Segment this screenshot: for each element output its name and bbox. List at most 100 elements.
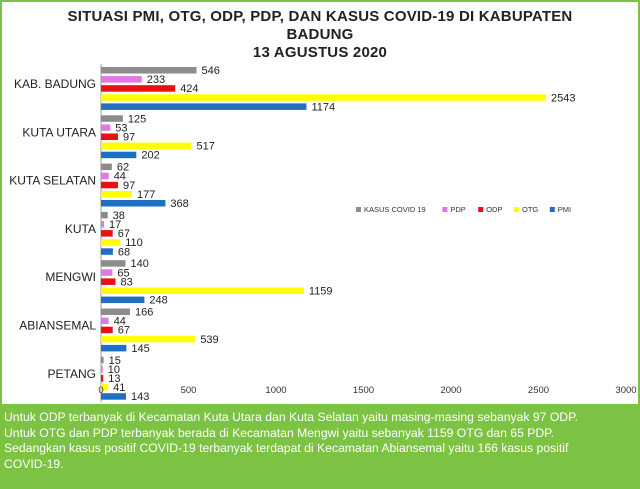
bar-value-label: 97	[123, 132, 135, 144]
bar	[101, 151, 137, 159]
bar	[101, 181, 118, 189]
category-label: KUTA SELATAN	[9, 174, 96, 188]
bar	[101, 76, 142, 83]
bar-value-label: 17	[109, 219, 121, 231]
bar-value-label: 145	[131, 343, 149, 355]
bar-value-label: 177	[137, 189, 155, 201]
legend-swatch	[549, 207, 555, 212]
bar	[101, 269, 113, 276]
category-label: ABIANSEMAL	[19, 319, 96, 333]
caption-line: Untuk ODP terbanyak di Kecamatan Kuta Ut…	[4, 410, 579, 424]
x-tick-label: 2500	[528, 385, 549, 396]
legend-label: PMI	[558, 205, 571, 214]
bar	[101, 308, 131, 315]
x-tick-label: 1000	[265, 385, 286, 396]
bar	[101, 278, 116, 285]
chart-panel: SITUASI PMI, OTG, ODP, PDP, DAN KASUS CO…	[2, 2, 638, 404]
bar-value-label: 44	[114, 316, 126, 328]
bar	[101, 163, 112, 171]
legend-swatch	[442, 207, 448, 212]
bar	[101, 365, 103, 373]
bar-chart: KAB. BADUNG 546 233 424 2543 1174 KUTA UTARA 12…	[9, 64, 637, 403]
bar	[101, 248, 113, 255]
bar	[101, 375, 104, 382]
bar-value-label: 140	[131, 258, 149, 270]
bar	[101, 356, 104, 364]
bar-value-label: 125	[128, 113, 146, 125]
bar-value-label: 65	[117, 267, 129, 279]
category-label: KUTA UTARA	[22, 125, 96, 139]
bar	[101, 67, 197, 74]
bar-value-label: 202	[141, 150, 159, 162]
bar	[101, 133, 118, 140]
bar	[101, 384, 109, 391]
bar-value-label: 166	[135, 307, 153, 319]
chart-title-line-1: SITUASI PMI, OTG, ODP, PDP, DAN KASUS CO…	[67, 8, 573, 25]
bar-value-label: 424	[180, 83, 198, 95]
bar	[101, 124, 111, 131]
bar	[101, 287, 304, 294]
bar-value-label: 97	[123, 180, 135, 192]
bar-value-label: 53	[115, 122, 127, 134]
bar-value-label: 368	[170, 198, 188, 210]
caption: Untuk ODP terbanyak di Kecamatan Kuta Ut…	[4, 410, 638, 472]
bar-value-label: 62	[117, 162, 129, 174]
bar	[101, 211, 108, 219]
bar-value-label: 67	[118, 228, 130, 240]
x-tick-label: 3000	[615, 385, 636, 396]
category-label: KUTA	[65, 222, 96, 236]
caption-line: COVID-19.	[4, 456, 64, 471]
bar-value-label: 67	[118, 325, 130, 337]
legend-label: ODP	[486, 205, 502, 214]
bar	[101, 221, 104, 228]
bar-value-label: 1174	[311, 101, 335, 113]
chart-title-line-2: BADUNG	[286, 26, 354, 43]
category-label: PETANG	[48, 367, 96, 381]
x-tick-label: 1500	[353, 385, 374, 396]
bar	[101, 190, 132, 198]
bar-value-label: 68	[118, 246, 130, 258]
bar-value-label: 83	[121, 276, 133, 288]
x-tick-label: 500	[181, 385, 197, 396]
caption-line: Untuk OTG dan PDP terbanyak berada di Ke…	[4, 425, 555, 440]
caption-line: Sedangkan kasus positif COVID-19 terbany…	[4, 441, 569, 455]
bar	[101, 200, 166, 207]
bar-value-label: 1159	[309, 286, 333, 298]
bar	[101, 296, 145, 304]
bar	[101, 85, 176, 92]
bar-value-label: 110	[125, 237, 143, 249]
bar-value-label: 539	[200, 334, 218, 346]
bar-value-label: 38	[113, 210, 125, 222]
chart-title-line-3: 13 AGUSTUS 2020	[252, 44, 388, 61]
category-label: MENGWI	[45, 270, 96, 284]
bar	[101, 115, 123, 122]
bar-value-label: 44	[114, 171, 126, 183]
bar-value-label: 41	[113, 382, 125, 394]
bar-value-label: 10	[108, 364, 120, 376]
legend-label: KASUS COVID 19	[364, 205, 426, 214]
bar	[101, 230, 113, 237]
legend-swatch	[478, 207, 484, 212]
bar	[101, 94, 547, 101]
legend-label: OTG	[522, 205, 538, 214]
bar	[101, 335, 196, 343]
bar-value-label: 2543	[551, 92, 575, 104]
bar-value-label: 517	[196, 141, 214, 153]
bar	[101, 103, 307, 110]
bar-value-label: 233	[147, 74, 165, 86]
legend-swatch	[356, 207, 361, 212]
bar	[101, 317, 109, 325]
bar	[101, 172, 109, 180]
category-label: KAB. BADUNG	[14, 77, 96, 91]
bar-value-label: 248	[149, 295, 167, 307]
bar-value-label: 15	[109, 355, 121, 367]
bar-value-label: 143	[131, 391, 149, 403]
bar	[101, 393, 127, 400]
legend-label: PDP	[450, 205, 465, 214]
bar-value-label: 13	[108, 373, 120, 385]
bar	[101, 260, 126, 267]
bar	[101, 142, 192, 150]
bar-value-label: 546	[202, 65, 220, 77]
bar	[101, 326, 113, 334]
legend-swatch	[514, 207, 519, 212]
